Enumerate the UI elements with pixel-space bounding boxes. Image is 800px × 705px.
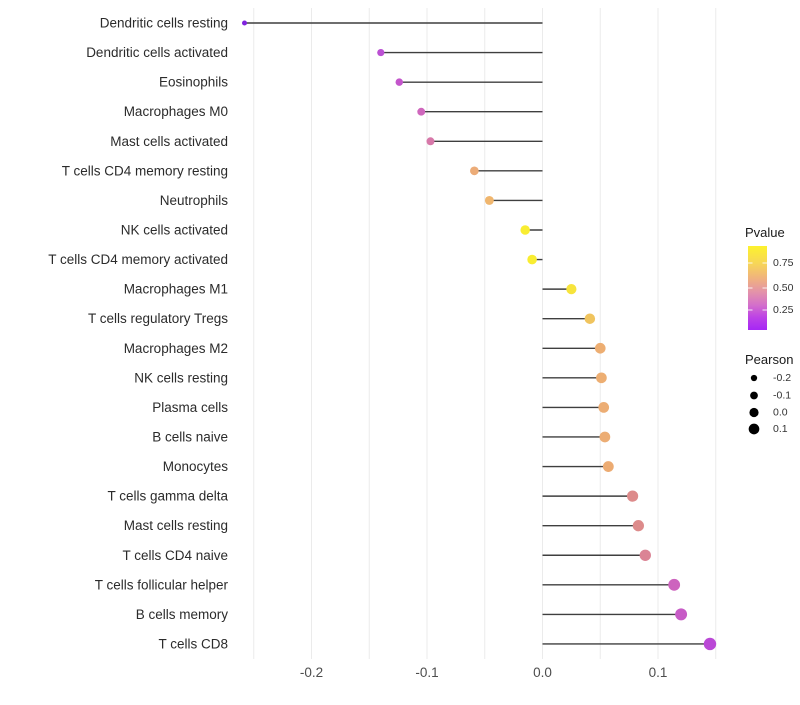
- lollipop-dot: [426, 137, 435, 146]
- y-axis-label: Dendritic cells resting: [100, 16, 228, 31]
- pearson-legend-label: 0.1: [773, 423, 788, 435]
- pearson-legend-dot: [749, 407, 759, 418]
- lollipop-dot: [377, 48, 385, 57]
- pvalue-legend-title: Pvalue: [745, 225, 785, 240]
- lollipop-dot: [596, 372, 607, 384]
- y-axis-label: Plasma cells: [152, 400, 228, 415]
- y-axis-label: T cells regulatory Tregs: [88, 311, 228, 326]
- y-axis-label: Macrophages M0: [124, 104, 228, 119]
- pearson-legend-label: 0.0: [773, 407, 788, 419]
- y-axis-label: Dendritic cells activated: [86, 45, 228, 60]
- x-axis-tick-label: 0.1: [649, 665, 668, 680]
- pearson-legend-dot: [748, 423, 760, 435]
- pvalue-tick-label: 0.75: [773, 257, 794, 269]
- lollipop-dot: [484, 195, 494, 205]
- pvalue-tick-label: 0.25: [773, 304, 794, 316]
- y-axis-label: Neutrophils: [160, 193, 229, 208]
- pearson-legend-title: Pearson: [745, 352, 793, 367]
- y-axis-label: Macrophages M1: [124, 282, 228, 297]
- y-axis-label: B cells memory: [136, 607, 229, 622]
- y-axis-label: Macrophages M2: [124, 341, 228, 356]
- x-axis-tick-label: 0.0: [533, 665, 552, 680]
- pearson-legend-label: -0.1: [773, 390, 791, 402]
- lollipop-dot: [566, 284, 577, 295]
- lollipop-dot: [626, 490, 639, 502]
- y-axis-label: NK cells activated: [121, 222, 228, 237]
- lollipop-dot: [599, 431, 611, 443]
- lollipop-dot: [675, 608, 688, 621]
- y-axis-label: Mast cells resting: [124, 518, 228, 533]
- y-axis-label: T cells gamma delta: [107, 489, 228, 504]
- pearson-legend-label: -0.2: [773, 372, 791, 384]
- lollipop-dot: [594, 342, 606, 354]
- lollipop-dot: [527, 254, 537, 265]
- y-axis-label: T cells CD8: [158, 636, 228, 651]
- pearson-legend-dot: [750, 391, 758, 400]
- x-axis-tick-label: -0.2: [300, 665, 323, 680]
- lollipop-dot: [598, 402, 610, 413]
- y-axis-label: Mast cells activated: [110, 134, 228, 149]
- lollipop-dot: [602, 461, 614, 472]
- lollipop-dot: [639, 549, 651, 561]
- y-axis-label: NK cells resting: [134, 370, 228, 385]
- lollipop-dot: [395, 78, 404, 86]
- lollipop-dot: [470, 166, 479, 176]
- y-axis-label: T cells CD4 memory activated: [48, 252, 228, 267]
- lollipop-dot: [417, 107, 426, 116]
- lollipop-dot: [668, 578, 681, 591]
- lollipop-dot: [632, 520, 645, 532]
- pearson-legend-dot: [750, 374, 758, 382]
- lollipop-dot: [703, 637, 717, 651]
- pvalue-tick-label: 0.50: [773, 282, 794, 294]
- y-axis-label: T cells CD4 naive: [122, 548, 228, 563]
- lollipop-dot: [241, 20, 248, 26]
- y-axis-label: B cells naive: [152, 429, 228, 444]
- y-axis-label: Monocytes: [163, 459, 229, 474]
- lollipop-dot: [520, 225, 530, 235]
- y-axis-label: Eosinophils: [159, 75, 228, 90]
- x-axis-tick-label: -0.1: [415, 665, 438, 680]
- lollipop-dot: [584, 313, 596, 324]
- y-axis-label: T cells CD4 memory resting: [62, 163, 228, 178]
- pvalue-colorbar: [748, 246, 767, 330]
- y-axis-label: T cells follicular helper: [95, 577, 229, 592]
